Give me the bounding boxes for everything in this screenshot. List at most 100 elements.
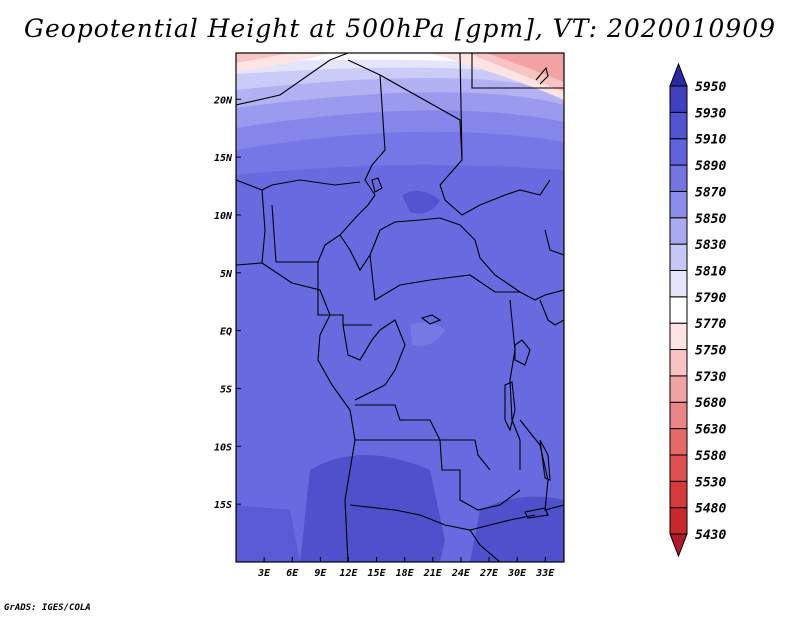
- x-axis: 3E 6E 9E 12E 15E 18E 21E 24E 27E 30E 33E: [257, 557, 555, 579]
- field-band-5740-east: [486, 53, 564, 82]
- colorbar-label: 5430: [695, 528, 726, 543]
- colorbar-segment: [669, 507, 688, 535]
- x-tick-label: 21E: [423, 568, 443, 579]
- colorbar-label: 5750: [695, 344, 726, 359]
- colorbar-segment: [669, 164, 688, 192]
- colorbar-segment: [669, 428, 688, 456]
- lake-tanganyika: [504, 381, 516, 432]
- colorbar-label: 5950: [695, 80, 726, 95]
- y-tick-label: 5N: [220, 269, 233, 280]
- border-chad-libya: [379, 74, 463, 186]
- border-south-sudan-uganda: [519, 289, 564, 301]
- border-egypt-sudan: [471, 53, 564, 89]
- border-sudan-south-sudan: [419, 217, 521, 293]
- colorbar-label: 5530: [695, 475, 726, 490]
- field-low-congo: [410, 322, 445, 346]
- border-libya-egypt: [459, 53, 463, 161]
- border-mali-burkina: [236, 179, 361, 191]
- colorbar-segment: [669, 243, 688, 271]
- border-drc-east: [509, 299, 521, 470]
- lake-chad: [371, 177, 383, 193]
- border-namibia-botswana: [349, 504, 536, 531]
- y-tick-label: 20N: [213, 95, 233, 106]
- colorbar-segment: [669, 269, 688, 298]
- colorbar-label: 5930: [695, 106, 726, 121]
- colorbar-segment: [669, 296, 688, 324]
- border-angola-zambia: [355, 439, 521, 511]
- field-high-southwest: [236, 505, 300, 562]
- x-tick-label: 30E: [507, 568, 527, 579]
- border-zimbabwe: [469, 529, 501, 562]
- border-ethiopia: [544, 229, 564, 256]
- field-band-5750-west: [236, 53, 290, 63]
- colorbar-segment: [669, 322, 688, 351]
- colorbar-segment: [669, 190, 688, 219]
- border-niger-chad: [347, 59, 386, 196]
- colorbar-label: 5580: [695, 449, 726, 464]
- border-cameroon-gabon: [317, 262, 372, 326]
- x-tick-label: 24E: [451, 568, 471, 579]
- border-benin-nigeria: [271, 204, 277, 263]
- colorbar-label: 5830: [695, 238, 726, 253]
- colorbar-segment: [669, 401, 688, 430]
- lake-victoria-shore: [539, 299, 564, 326]
- colorbar-label: 5730: [695, 370, 726, 385]
- plot-frame: [235, 52, 565, 563]
- colorbar-segment: [669, 85, 688, 113]
- colorbar-label: 5480: [695, 502, 726, 517]
- colorbar-segment: [669, 217, 688, 245]
- x-tick-label: 15E: [368, 568, 387, 579]
- colorbar-label: 5630: [695, 423, 726, 438]
- colorbar-bottom-triangle: [669, 533, 688, 558]
- map-title: Geopotential Height at 500hPa [gpm], VT:…: [23, 14, 777, 43]
- y-axis: 20N 15N 10N 5N EQ 5S 10S 15S: [213, 95, 241, 511]
- colorbar-segment: [669, 349, 688, 377]
- colorbar-label: 5790: [695, 291, 726, 306]
- colorbar-segment: [669, 480, 688, 509]
- colorbar-segment: [669, 454, 688, 482]
- colorbar-segment: [669, 111, 688, 140]
- map-borders: [236, 53, 564, 562]
- border-drc-angola: [355, 404, 491, 471]
- border-congo: [342, 319, 406, 401]
- border-benin: [261, 189, 266, 264]
- colorbar-label: 5810: [695, 264, 726, 279]
- colorbar-label: 5850: [695, 212, 726, 227]
- colorbar-label: 5680: [695, 396, 726, 411]
- nile-delta: [535, 66, 549, 85]
- y-tick-label: 10S: [214, 442, 232, 453]
- field-high-chad: [402, 191, 440, 214]
- lake-kariba: [524, 507, 549, 519]
- border-sudan-chad: [439, 179, 551, 216]
- border-tanzania-mozambique: [519, 419, 564, 511]
- y-tick-label: 10N: [214, 211, 233, 222]
- x-tick-label: 9E: [314, 568, 327, 579]
- colorbar-top-triangle: [669, 62, 688, 87]
- y-tick-label: 5S: [220, 384, 232, 395]
- field-high-mozambique: [470, 496, 564, 562]
- border-algeria-niger: [236, 53, 349, 106]
- colorbar-label: 5770: [695, 317, 726, 332]
- colorbar-segment: [669, 138, 688, 166]
- credit-label: GrADS: IGES/COLA: [4, 603, 91, 613]
- x-tick-label: 3E: [257, 568, 271, 579]
- height-field: [236, 53, 564, 562]
- lake-kivu: [514, 339, 531, 366]
- y-tick-label: EQ: [220, 327, 232, 338]
- colorbar-label: 5870: [695, 185, 726, 200]
- x-tick-label: 27E: [479, 568, 499, 579]
- colorbar-label: 5890: [695, 159, 726, 174]
- y-tick-label: 15N: [214, 153, 233, 164]
- border-car-drc: [369, 254, 520, 301]
- y-tick-label: 15S: [214, 500, 232, 511]
- colorbar: 5430 5480 5530 5580 5630 5680 5730 5750 5770 5790…: [669, 62, 726, 558]
- congo-river-segment: [420, 314, 442, 325]
- x-tick-label: 6E: [286, 568, 299, 579]
- x-tick-label: 33E: [535, 568, 555, 579]
- west-coastline: [236, 262, 356, 562]
- x-tick-label: 18E: [396, 568, 415, 579]
- lake-malawi: [539, 439, 551, 481]
- colorbar-segment: [669, 375, 688, 403]
- field-high-angola: [300, 455, 445, 562]
